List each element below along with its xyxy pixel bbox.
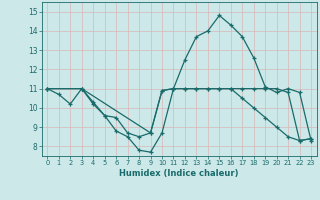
X-axis label: Humidex (Indice chaleur): Humidex (Indice chaleur): [119, 169, 239, 178]
